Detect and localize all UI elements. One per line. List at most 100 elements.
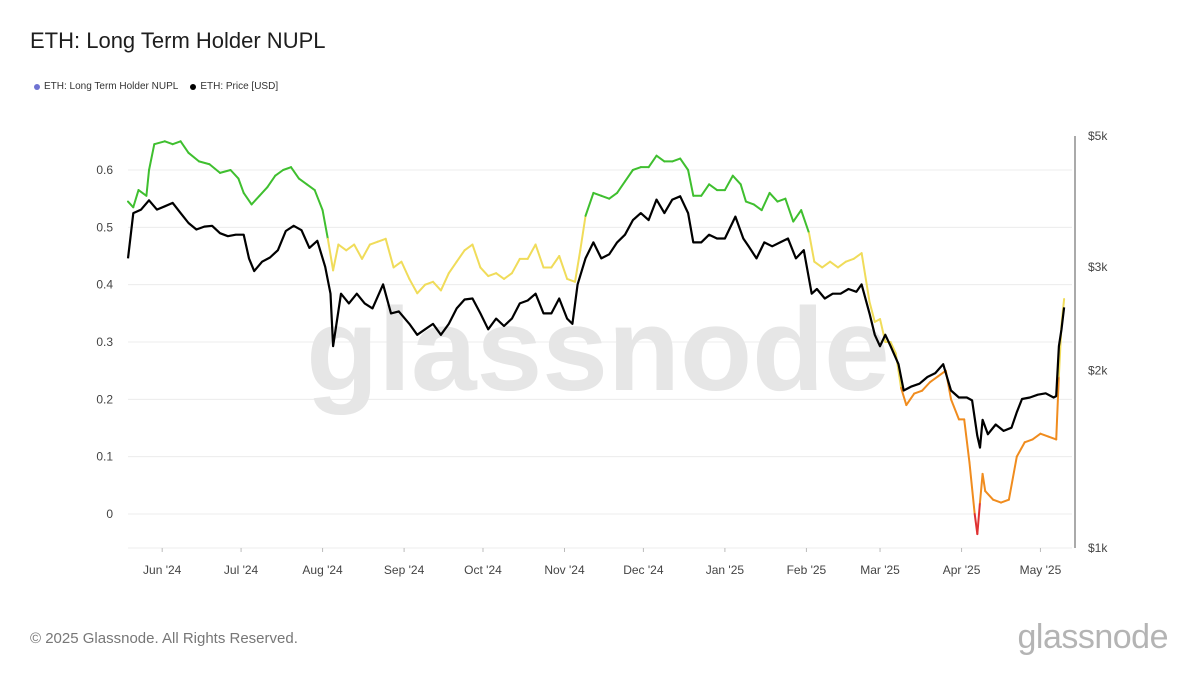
nupl-line-segment [510,257,521,275]
nupl-line-segment [800,209,811,235]
nupl-line-segment [137,189,148,197]
nupl-line-segment [616,180,626,194]
y-right-tick-label: $3k [1088,260,1108,274]
nupl-line-segment [274,169,285,177]
nupl-line-segment [821,260,832,269]
nupl-line-segment [153,140,166,146]
chart-title: ETH: Long Term Holder NUPL [30,28,326,53]
nupl-line-segment [479,266,490,278]
nupl-line-segment [655,154,666,163]
y-left-tick-label: 0.3 [96,335,113,349]
nupl-line-segment [258,186,269,197]
legend-label-nupl: ETH: Long Term Holder NUPL [44,81,179,92]
nupl-line-segment [495,272,506,280]
nupl-line-segment [984,490,995,501]
x-tick-label: Nov '24 [544,563,585,577]
legend-dot-nupl [34,83,40,90]
nupl-line-segment [921,381,932,392]
nupl-line-segment [913,389,924,395]
nupl-line-segment [687,169,695,197]
nupl-line-segment [963,418,971,464]
nupl-line-segment [145,169,151,197]
nupl-line-segment [929,375,939,384]
nupl-line-segment [950,398,960,421]
nupl-line-segment [744,200,755,206]
x-tick-label: Oct '24 [464,563,502,577]
nupl-line-segment [566,277,577,283]
nupl-line-segment [739,183,747,203]
legend-item-nupl[interactable]: ETH: Long Term Holder NUPL [34,81,178,92]
nupl-line-segment [439,272,450,292]
x-tick-label: Jun '24 [143,563,182,577]
nupl-line-segment [808,232,816,263]
chart-plot[interactable]: glassnode 0.6 0.5 0.4 0.3 0.2 0.1 0 $5k $3k $2k $1… [0,0,1200,600]
nupl-line-segment [981,472,987,493]
nupl-line-segment [361,243,371,260]
nupl-line-segment [282,166,293,171]
nupl-line-segment [297,177,308,186]
nupl-line-segment [784,197,795,223]
nupl-line-segment [400,260,411,280]
nupl-line-segment [376,237,387,243]
x-tick-label: Aug '24 [302,563,343,577]
nupl-line-segment [313,189,324,212]
nupl-line-segment [976,501,981,536]
nupl-line-segment [1055,375,1060,441]
nupl-line-segment [332,243,340,272]
legend-item-price[interactable]: ETH: Price [USD] [190,81,278,92]
nupl-line-segment [968,461,976,515]
nupl-line-segment [700,183,711,197]
x-tick-label: Dec '24 [623,563,664,577]
nupl-line-segment [900,386,908,407]
nupl-line-segment [197,160,211,166]
nupl-line-segment [416,283,427,295]
nupl-line-segment [679,157,690,171]
nupl-line-segment [171,140,182,146]
nupl-line-segment [148,143,156,171]
nupl-line-segment [526,243,537,260]
nupl-line-segment [631,166,642,171]
nupl-line-segment [844,257,855,263]
nupl-line-segment [353,243,364,260]
nupl-line-segment [813,260,824,269]
nupl-line-segment [600,194,611,200]
x-tick-label: Mar '25 [860,563,900,577]
nupl-line-segment [550,255,561,269]
x-tick-label: Jan '25 [706,563,745,577]
nupl-line-segment [447,260,458,275]
y-right-tick-label: $1k [1088,541,1108,555]
nupl-line-segment [978,472,984,504]
watermark-text: glassnode [306,284,890,416]
nupl-line-segment [179,140,190,154]
nupl-line-segment [1047,435,1058,441]
nupl-line-segment [250,194,261,206]
nupl-line-segment [558,255,569,280]
x-tick-label: Apr '25 [943,563,981,577]
nupl-line-segment [432,280,442,292]
x-tick-label: Feb '25 [787,563,827,577]
nupl-line-segment [829,260,839,269]
legend-label-price: ETH: Price [USD] [200,81,279,92]
nupl-line-segment [1007,455,1018,501]
nupl-line-segment [1039,432,1050,438]
nupl-line-segment [1023,438,1034,444]
y-left-tick-label: 0.2 [96,392,113,406]
nupl-line-segment [579,214,587,252]
nupl-line-segment [992,498,1003,504]
nupl-line-segment [671,157,682,163]
nupl-line-segment [132,189,140,209]
x-tick-label: Sep '24 [384,563,425,577]
axes: 0.6 0.5 0.4 0.3 0.2 0.1 0 $5k $3k $2k $1k Jun '24 Ju… [96,129,1108,577]
footer-logo[interactable]: glassnode [1017,618,1168,656]
nupl-line-segment [708,183,719,192]
price-line [126,195,1066,449]
nupl-line-segment [608,191,619,200]
y-right-tick-label: $5k [1088,129,1108,143]
nupl-line-segment [424,280,435,286]
nupl-line-segment [337,243,348,252]
nupl-line-segment [776,197,787,203]
nupl-line-segment [905,392,916,407]
nupl-line-segment [723,174,734,192]
nupl-line-segment [760,191,771,212]
nupl-line-segment [752,203,763,212]
